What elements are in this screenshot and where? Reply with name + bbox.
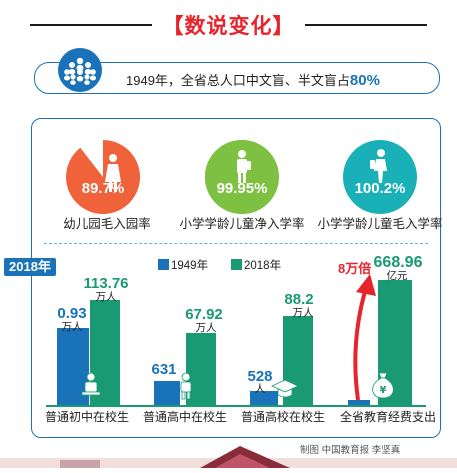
value-2018-expenditure: 668.96 bbox=[373, 254, 423, 271]
primary-gross-rate-circle bbox=[343, 140, 417, 214]
value-2018-junior-high: 113.76 bbox=[83, 275, 129, 292]
value-1949-senior-high: 631 bbox=[151, 361, 177, 378]
fact-text: 1949年，全省总人口中文盲、半文盲占80% bbox=[126, 70, 380, 89]
unit-2018-university: 万人 bbox=[292, 307, 314, 319]
pie-kindergarten bbox=[66, 140, 141, 214]
fact-sentence: 1949年，全省总人口中文盲、半文盲占 bbox=[126, 73, 350, 88]
people-group-icon bbox=[58, 48, 102, 92]
growth-annotation: 8万倍 bbox=[338, 261, 372, 276]
legend-swatch-1949 bbox=[158, 259, 169, 270]
graduation-cap-icon bbox=[270, 378, 300, 400]
value-1949-junior-high: 0.93 bbox=[57, 305, 87, 322]
legend-swatch-2018 bbox=[231, 259, 242, 270]
page-title: 【数说变化】 bbox=[162, 15, 295, 38]
credit-text: 制图 中国教育报 李坚真 bbox=[300, 445, 401, 456]
primary-net-rate-label: 小学学龄儿童净入学率 bbox=[179, 217, 305, 231]
chart-baseline bbox=[46, 405, 426, 407]
primary-net-rate-value: 99.95% bbox=[216, 180, 268, 197]
category-expenditure: 全省教育经费支出 bbox=[339, 410, 436, 424]
year-badge: 2018年 bbox=[4, 258, 56, 276]
bottom-decoration-image bbox=[0, 440, 457, 468]
primary-gross-rate-value: 100.2% bbox=[354, 180, 406, 197]
student-icon bbox=[204, 140, 279, 214]
title-rule-right bbox=[305, 24, 427, 26]
primary-gross-rate-label: 小学学龄儿童毛入学率 bbox=[317, 217, 443, 231]
bar-1949-senior-high bbox=[154, 381, 180, 405]
kindergarten-rate-label: 幼儿园毛入园率 bbox=[63, 217, 151, 231]
value-2018-senior-high: 67.92 bbox=[185, 306, 223, 323]
section-divider bbox=[44, 243, 428, 244]
legend-label-2018: 2018年 bbox=[244, 260, 282, 272]
unit-2018-senior-high: 万人 bbox=[195, 322, 217, 334]
kindergarten-rate-circle bbox=[66, 140, 141, 214]
value-1949-university: 528 bbox=[247, 368, 273, 385]
bar-1949-university bbox=[250, 391, 278, 405]
primary-net-rate-circle bbox=[204, 140, 279, 214]
student-desk-icon bbox=[80, 372, 102, 398]
unit-1949-junior-high: 万人 bbox=[61, 321, 83, 333]
value-2018-university: 88.2 bbox=[284, 291, 314, 308]
legend-label-1949: 1949年 bbox=[171, 260, 209, 272]
unit-2018-expenditure: 亿元 bbox=[386, 270, 408, 282]
category-university: 普通高校在校生 bbox=[240, 410, 325, 424]
title-rule-left bbox=[30, 24, 152, 26]
walking-student-icon bbox=[370, 149, 387, 183]
svg-text:¥: ¥ bbox=[380, 385, 387, 396]
bar-2018-senior-high bbox=[186, 333, 216, 405]
title-bar: 【数说变化】 bbox=[0, 6, 457, 42]
fact-value: 80% bbox=[349, 72, 380, 89]
growth-arrow bbox=[344, 272, 384, 402]
student-standing-icon bbox=[175, 372, 197, 400]
unit-2018-junior-high: 万人 bbox=[95, 291, 117, 303]
unit-1949-university: 人 bbox=[254, 383, 266, 395]
category-junior-high: 普通初中在校生 bbox=[44, 410, 129, 424]
kindergarten-rate-value: 89.7% bbox=[81, 180, 125, 197]
bar-1949-expenditure bbox=[348, 400, 370, 405]
money-bag-icon: ¥ bbox=[370, 370, 396, 400]
category-senior-high: 普通高中在校生 bbox=[142, 410, 227, 424]
